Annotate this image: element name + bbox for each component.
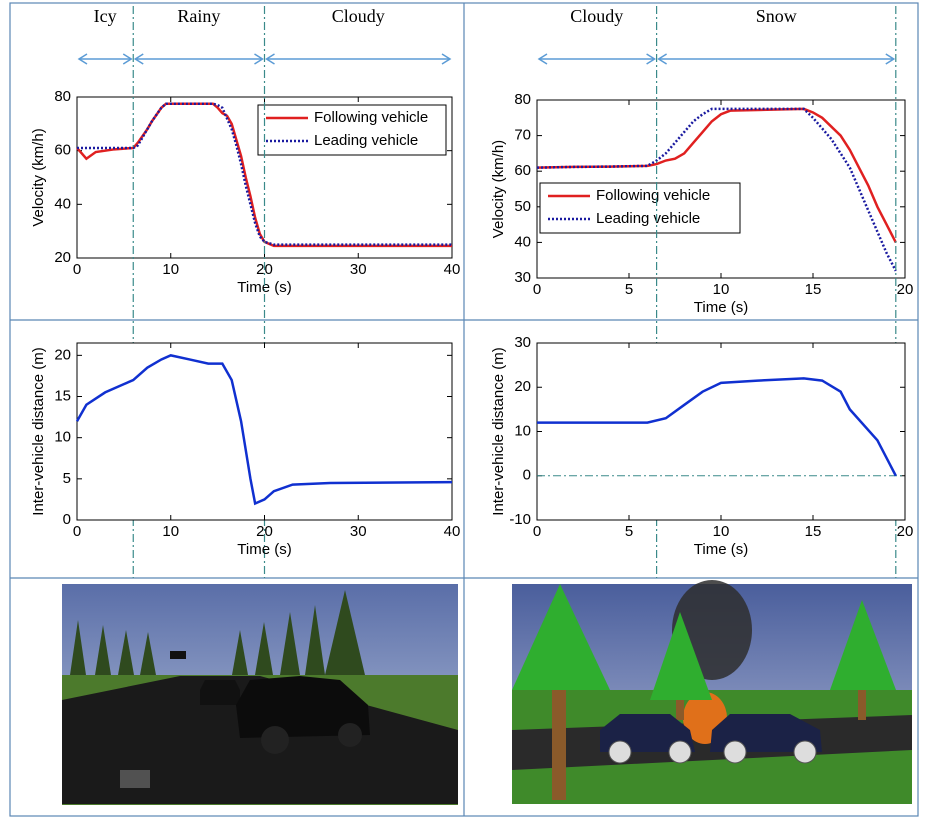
arrow-head xyxy=(265,53,452,65)
phase-label: Rainy xyxy=(177,6,220,26)
y-tick-label: 15 xyxy=(54,387,71,404)
data-line xyxy=(77,102,452,246)
y-tick-label: 10 xyxy=(514,422,531,439)
legend-box xyxy=(257,104,447,156)
data-line xyxy=(537,377,897,477)
x-tick-label: 40 xyxy=(444,523,461,540)
x-tick-label: 30 xyxy=(350,261,367,278)
legend-label: Following vehicle xyxy=(596,187,710,204)
x-tick-label: 0 xyxy=(73,523,81,540)
legend-label: Leading vehicle xyxy=(596,210,700,227)
phase-label: Cloudy xyxy=(570,6,623,26)
phase-label: Cloudy xyxy=(332,6,385,26)
x-tick-label: 5 xyxy=(625,523,633,540)
x-tick-label: 0 xyxy=(533,281,541,298)
legend-label: Leading vehicle xyxy=(314,132,418,149)
phase-label: Icy xyxy=(94,6,117,26)
legend-label: Following vehicle xyxy=(314,109,428,126)
y-tick-label: 60 xyxy=(54,142,71,159)
trees xyxy=(70,590,365,675)
x-tick-label: 20 xyxy=(256,523,273,540)
legend-box xyxy=(539,182,741,234)
y-tick-label: 60 xyxy=(514,162,531,179)
y-tick-label: 5 xyxy=(63,470,71,487)
sign xyxy=(170,651,186,659)
x-tick-label: 10 xyxy=(713,523,730,540)
phase-label: Snow xyxy=(756,6,797,26)
cars xyxy=(600,714,822,764)
y-axis-label: Inter-vehicle distance (m) xyxy=(30,347,47,515)
snow-scene xyxy=(512,580,912,804)
arrow-head xyxy=(657,53,896,65)
y-tick-label: 20 xyxy=(514,378,531,395)
arrow-head xyxy=(537,53,657,65)
arrow-head xyxy=(77,53,133,65)
road-mark xyxy=(120,770,150,788)
plot-area xyxy=(76,342,453,521)
y-tick-label: 0 xyxy=(63,511,71,528)
arrow-head xyxy=(133,53,264,65)
x-axis-label: Time (s) xyxy=(694,541,748,558)
y-tick-label: 10 xyxy=(54,429,71,446)
y-tick-label: -10 xyxy=(509,511,531,528)
data-line xyxy=(536,107,897,243)
y-tick-label: 40 xyxy=(514,233,531,250)
y-tick-label: 40 xyxy=(54,195,71,212)
x-tick-label: 20 xyxy=(897,523,914,540)
x-tick-label: 15 xyxy=(805,281,822,298)
x-tick-label: 10 xyxy=(162,523,179,540)
x-axis-label: Time (s) xyxy=(237,541,291,558)
x-tick-label: 40 xyxy=(444,261,461,278)
y-axis-label: Velocity (km/h) xyxy=(490,140,507,238)
y-tick-label: 30 xyxy=(514,334,531,351)
x-tick-label: 10 xyxy=(713,281,730,298)
y-tick-label: 20 xyxy=(54,346,71,363)
x-tick-label: 0 xyxy=(533,523,541,540)
y-tick-label: 0 xyxy=(523,467,531,484)
rainy-scene xyxy=(62,584,458,805)
y-axis-label: Inter-vehicle distance (m) xyxy=(490,347,507,515)
x-tick-label: 15 xyxy=(805,523,822,540)
data-line xyxy=(76,102,452,248)
x-axis-label: Time (s) xyxy=(694,299,748,316)
cars xyxy=(200,676,370,754)
y-tick-label: 80 xyxy=(514,91,531,108)
x-tick-label: 20 xyxy=(897,281,914,298)
x-tick-label: 0 xyxy=(73,261,81,278)
x-tick-label: 30 xyxy=(350,523,367,540)
x-tick-label: 10 xyxy=(162,261,179,278)
data-line xyxy=(536,107,897,272)
y-tick-label: 70 xyxy=(514,127,531,144)
y-tick-label: 20 xyxy=(54,249,71,266)
data-line xyxy=(75,354,453,506)
y-tick-label: 50 xyxy=(514,198,531,215)
y-tick-label: 30 xyxy=(514,269,531,286)
trees xyxy=(512,584,896,800)
x-axis-label: Time (s) xyxy=(237,279,291,296)
plot-area xyxy=(536,342,906,521)
x-tick-label: 5 xyxy=(625,281,633,298)
y-axis-label: Velocity (km/h) xyxy=(30,128,47,226)
y-tick-label: 80 xyxy=(54,88,71,105)
panel-borders xyxy=(9,2,919,817)
